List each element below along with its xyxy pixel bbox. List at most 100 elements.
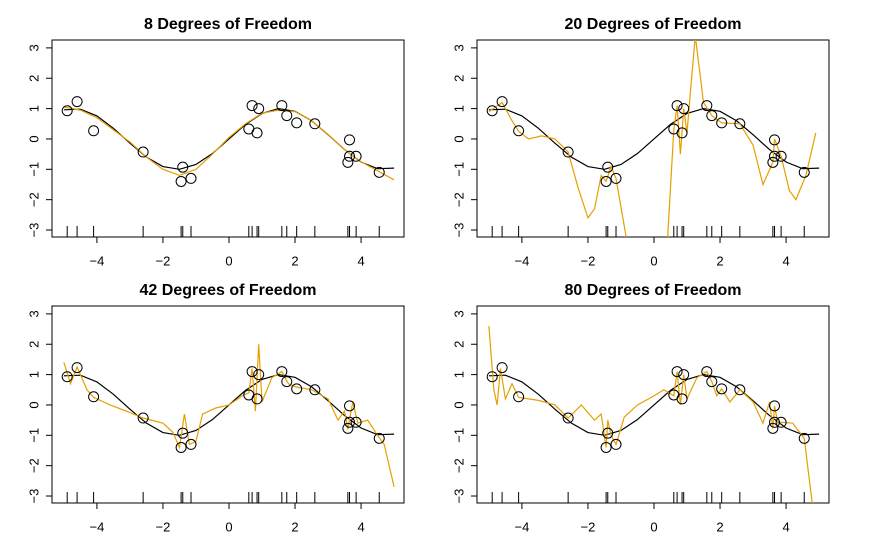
chart-title: 42 Degrees of Freedom bbox=[140, 282, 317, 299]
data-point bbox=[701, 100, 713, 112]
data-point bbox=[734, 118, 746, 130]
panel: 8 Degrees of Freedom −4 −2 0 2 4 −3 −2 −1 0 1 2 3 bbox=[26, 16, 405, 268]
x-tick-label: −2 bbox=[581, 519, 596, 534]
y-tick-label: 2 bbox=[451, 75, 466, 82]
data-point bbox=[602, 161, 614, 173]
data-point bbox=[342, 422, 354, 434]
y-tick-label: 1 bbox=[451, 371, 466, 378]
x-tick-label: −2 bbox=[156, 519, 171, 534]
data-point bbox=[671, 366, 683, 378]
data-point bbox=[344, 134, 356, 146]
data-point bbox=[701, 366, 713, 378]
x-tick-label: 4 bbox=[782, 519, 789, 534]
y-tick-label: −2 bbox=[451, 192, 466, 207]
data-point bbox=[373, 166, 385, 178]
x-tick-label: −4 bbox=[514, 253, 529, 268]
data-point bbox=[291, 383, 303, 395]
data-point bbox=[486, 105, 498, 117]
data-point bbox=[767, 422, 779, 434]
y-tick-label: 1 bbox=[26, 371, 41, 378]
fit-line bbox=[63, 106, 395, 181]
chart-title: 8 Degrees of Freedom bbox=[144, 16, 312, 33]
y-tick-label: 2 bbox=[451, 341, 466, 348]
panel: 42 Degrees of Freedom −4 −2 0 2 4 −3 −2 −1 0 1 2 3 bbox=[26, 282, 405, 534]
data-point bbox=[600, 441, 612, 453]
y-tick-label: 1 bbox=[451, 105, 466, 112]
y-tick-label: 2 bbox=[26, 75, 41, 82]
data-point bbox=[373, 432, 385, 444]
data-point bbox=[246, 366, 258, 378]
x-tick-label: 4 bbox=[782, 253, 789, 268]
data-point bbox=[251, 127, 263, 139]
data-point bbox=[671, 100, 683, 112]
data-point bbox=[716, 117, 728, 129]
data-point bbox=[706, 110, 718, 122]
data-point bbox=[706, 376, 718, 388]
x-tick-label: 0 bbox=[225, 253, 232, 268]
data-point bbox=[253, 369, 265, 381]
data-point bbox=[676, 127, 688, 139]
x-tick-label: 0 bbox=[225, 519, 232, 534]
data-point bbox=[350, 416, 362, 428]
data-point bbox=[798, 166, 810, 178]
data-point bbox=[175, 175, 187, 187]
y-tick-label: −1 bbox=[26, 162, 41, 177]
data-point bbox=[88, 125, 100, 137]
data-point bbox=[344, 416, 356, 428]
fit-line bbox=[488, 373, 820, 436]
plot-area bbox=[61, 344, 395, 503]
y-tick-label: 3 bbox=[26, 310, 41, 317]
x-tick-label: 2 bbox=[291, 253, 298, 268]
data-point bbox=[600, 175, 612, 187]
data-point bbox=[769, 400, 781, 412]
data-point bbox=[486, 371, 498, 383]
data-point bbox=[61, 105, 73, 117]
data-point bbox=[678, 369, 690, 381]
panel: 80 Degrees of Freedom −4 −2 0 2 4 −3 −2 −1 0 1 2 3 bbox=[451, 282, 830, 534]
data-point bbox=[309, 384, 321, 396]
data-point bbox=[513, 125, 525, 137]
panel: 20 Degrees of Freedom −4 −2 0 2 4 −3 −2 −1 0 1 2 3 bbox=[451, 16, 830, 268]
data-point bbox=[342, 156, 354, 168]
data-point bbox=[767, 156, 779, 168]
y-tick-label: −3 bbox=[26, 489, 41, 504]
data-point bbox=[769, 134, 781, 146]
x-tick-label: −2 bbox=[581, 253, 596, 268]
y-tick-label: 1 bbox=[26, 105, 41, 112]
y-tick-label: −2 bbox=[451, 458, 466, 473]
data-point bbox=[769, 150, 781, 162]
data-point bbox=[775, 150, 787, 162]
x-tick-label: 2 bbox=[716, 519, 723, 534]
data-point bbox=[185, 438, 197, 450]
data-point bbox=[71, 96, 83, 108]
data-point bbox=[350, 150, 362, 162]
data-point bbox=[185, 172, 197, 184]
y-tick-label: −2 bbox=[26, 192, 41, 207]
chart-title: 80 Degrees of Freedom bbox=[565, 282, 742, 299]
data-point bbox=[716, 383, 728, 395]
x-tick-label: 0 bbox=[650, 253, 657, 268]
x-tick-label: −4 bbox=[89, 519, 104, 534]
y-tick-label: −2 bbox=[26, 458, 41, 473]
y-tick-label: −3 bbox=[451, 223, 466, 238]
data-point bbox=[137, 146, 149, 158]
data-point bbox=[562, 412, 574, 424]
y-tick-label: 2 bbox=[26, 341, 41, 348]
y-tick-label: 3 bbox=[451, 44, 466, 51]
fit-line bbox=[488, 325, 813, 503]
data-point bbox=[513, 391, 525, 403]
x-tick-label: −2 bbox=[156, 253, 171, 268]
y-tick-label: −3 bbox=[451, 489, 466, 504]
data-point bbox=[769, 416, 781, 428]
y-tick-label: −1 bbox=[451, 428, 466, 443]
data-point bbox=[276, 366, 288, 378]
x-tick-label: 4 bbox=[357, 519, 364, 534]
x-tick-label: 2 bbox=[716, 253, 723, 268]
plot-box bbox=[476, 305, 830, 504]
y-tick-label: 0 bbox=[26, 401, 41, 408]
data-point bbox=[276, 100, 288, 112]
data-point bbox=[562, 146, 574, 158]
y-tick-label: −1 bbox=[26, 428, 41, 443]
x-tick-label: 0 bbox=[650, 519, 657, 534]
data-point bbox=[71, 362, 83, 374]
